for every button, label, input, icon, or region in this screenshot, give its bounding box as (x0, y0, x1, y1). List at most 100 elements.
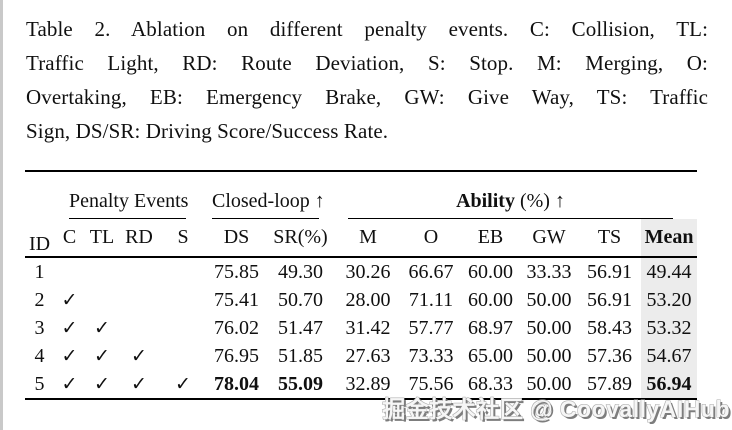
table-body: 1 75.85 49.30 30.26 66.67 60.00 33.33 56… (25, 256, 698, 399)
column-header-gw: GW (532, 226, 566, 248)
cell-ts: 58.43 (587, 316, 632, 339)
cell-sr: 55.09 (278, 372, 323, 395)
check-tl (85, 256, 119, 286)
check-s (159, 342, 207, 370)
check-tl (85, 286, 119, 314)
caption-line-4: Sign, DS/SR: Driving Score/Success Rate. (26, 119, 389, 143)
cell-o: 66.67 (401, 256, 461, 286)
cell-ts: 57.89 (587, 372, 632, 395)
cell-gw: 50.00 (526, 344, 572, 367)
cell-sr: 50.70 (278, 288, 323, 311)
check-c: ✓ (61, 373, 78, 395)
caption-line-2: Traffic Light, RD: Route Deviation, S: S… (26, 51, 708, 75)
row-id: 1 (25, 256, 54, 286)
check-tl: ✓ (94, 317, 110, 339)
table-row-5: 5 ✓ ✓ ✓ ✓ 78.04 55.09 32.89 75.56 68.33 … (25, 370, 698, 399)
table-row-4: 4 ✓ ✓ ✓ 76.95 51.85 27.63 73.33 65.00 50… (25, 342, 698, 370)
cell-eb: 60.00 (468, 288, 513, 311)
check-tl: ✓ (94, 373, 110, 395)
cell-ts: 57.36 (587, 344, 632, 367)
check-tl: ✓ (94, 345, 110, 367)
cell-ds: 76.02 (214, 316, 259, 339)
cell-ds: 75.85 (207, 256, 266, 286)
cell-mean: 53.20 (641, 286, 698, 314)
cell-eb: 65.00 (468, 344, 513, 367)
cell-mean: 54.67 (641, 342, 698, 370)
check-c: ✓ (61, 289, 78, 311)
table-caption: Table 2. Ablation on different penalty e… (26, 12, 708, 148)
column-header-id: ID (28, 233, 51, 255)
cell-gw: 50.00 (526, 288, 572, 311)
cell-ds: 78.04 (214, 372, 259, 395)
group-header-penalty-events: Penalty Events (54, 171, 207, 219)
column-header-o: O (423, 226, 439, 248)
group-label-penalty-events: Penalty Events (69, 190, 188, 219)
header-group-row: ID Penalty Events Closed-loop ↑ Ability … (25, 171, 697, 255)
cell-ts: 56.91 (587, 288, 632, 311)
row-id: 5 (34, 372, 45, 395)
column-header-tl: TL (89, 226, 115, 248)
ablation-table: ID Penalty Events Closed-loop ↑ Ability … (25, 170, 698, 400)
check-c: ✓ (61, 317, 78, 339)
cell-m: 27.63 (345, 344, 391, 367)
header-subcolumn-row: C TL RD S DS SR(%) M O EB GW TS Mean (25, 219, 698, 257)
group-header-ability: Ability (%) ↑ (335, 171, 697, 219)
ability-label-rest: (%) ↑ (514, 190, 565, 212)
check-rd (119, 314, 159, 342)
column-header-s: S (177, 226, 189, 248)
check-s (159, 256, 207, 286)
cell-eb: 68.33 (468, 372, 513, 395)
table-header: ID Penalty Events Closed-loop ↑ Ability … (25, 171, 698, 257)
watermark: 掘金技术社区 @ CoovallyAIHub (382, 396, 730, 422)
cell-o: 75.56 (408, 372, 454, 395)
check-s (159, 314, 207, 342)
cell-eb: 68.97 (468, 316, 513, 339)
column-header-c: C (62, 226, 77, 248)
cell-gw: 33.33 (520, 256, 578, 286)
column-header-mean: Mean (641, 219, 698, 257)
cell-m: 32.89 (345, 372, 391, 395)
table-row-2: 2 ✓ 75.41 50.70 28.00 71.11 60.00 50.00 … (25, 286, 698, 314)
cell-m: 28.00 (345, 288, 391, 311)
column-header-eb: EB (477, 226, 504, 248)
cell-mean: 49.44 (641, 256, 698, 286)
group-label-closed-loop: Closed-loop ↑ (212, 190, 325, 219)
ability-label-bold: Ability (456, 190, 515, 212)
check-s (159, 286, 207, 314)
column-header-ds: DS (223, 226, 250, 248)
cell-m: 31.42 (345, 316, 391, 339)
column-header-ts: TS (597, 226, 622, 248)
group-label-ability: Ability (%) ↑ (348, 190, 674, 219)
cell-ds: 76.95 (214, 344, 259, 367)
cell-sr: 51.47 (278, 316, 323, 339)
cell-o: 71.11 (408, 288, 454, 311)
cell-sr: 51.85 (278, 344, 323, 367)
cell-o: 73.33 (408, 344, 454, 367)
cell-ts: 56.91 (578, 256, 641, 286)
check-s: ✓ (175, 373, 191, 395)
cell-gw: 50.00 (526, 316, 572, 339)
cell-mean: 56.94 (641, 370, 698, 399)
check-rd (119, 256, 159, 286)
caption-line-3: Overtaking, EB: Emergency Brake, GW: Giv… (26, 85, 708, 109)
cell-o: 57.77 (408, 316, 454, 339)
cell-ds: 75.41 (214, 288, 259, 311)
screenshot-left-edge (0, 0, 3, 430)
check-c: ✓ (61, 345, 78, 367)
check-rd: ✓ (131, 373, 147, 395)
column-header-sr: SR(%) (273, 226, 328, 248)
column-header-rd: RD (125, 226, 153, 248)
cell-gw: 50.00 (526, 372, 572, 395)
cell-mean: 53.32 (641, 314, 698, 342)
table-row-3: 3 ✓ ✓ 76.02 51.47 31.42 57.77 68.97 50.0… (25, 314, 698, 342)
group-header-closed-loop: Closed-loop ↑ (207, 171, 335, 219)
check-rd: ✓ (131, 345, 147, 367)
cell-sr: 49.30 (266, 256, 335, 286)
table-row-1: 1 75.85 49.30 30.26 66.67 60.00 33.33 56… (25, 256, 698, 286)
row-id: 4 (34, 344, 45, 367)
column-header-m: M (359, 226, 377, 248)
row-id: 3 (34, 316, 45, 339)
row-id: 2 (34, 288, 45, 311)
check-c (54, 256, 85, 286)
check-rd (119, 286, 159, 314)
